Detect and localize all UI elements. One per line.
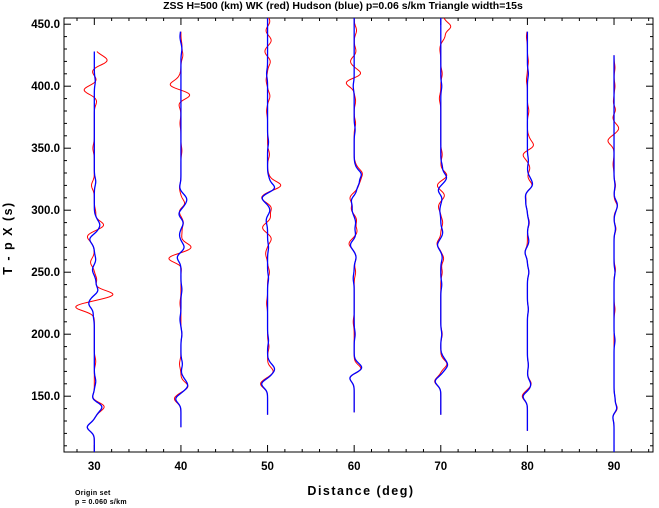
- x-axis: 30 40 50 60 70 80 90: [76, 18, 650, 473]
- x-tick-label: 50: [261, 461, 274, 473]
- chart-title: ZSS H=500 (km) WK (red) Hudson (blue) p=…: [163, 0, 523, 12]
- x-tick-label: 60: [348, 461, 361, 473]
- hudson-trace-90: [612, 55, 618, 452]
- traces: [75, 17, 620, 452]
- wk-trace-90: [607, 55, 620, 452]
- x-tick-label: 70: [434, 461, 447, 473]
- footnote-origin: Origin set: [75, 490, 111, 497]
- y-axis-label: T - p X (s): [1, 201, 15, 274]
- wk-trace-50: [260, 17, 282, 415]
- hudson-trace-80: [522, 31, 534, 431]
- hudson-trace-30: [86, 51, 103, 452]
- y-tick-label: 350.0: [31, 143, 60, 155]
- y-tick-label: 150.0: [31, 391, 60, 403]
- y-tick-label: 450.0: [31, 19, 60, 31]
- plot-frame: [63, 17, 654, 453]
- wk-trace-40: [168, 31, 192, 428]
- footnote-ray-parameter: p = 0.060 s/km: [75, 499, 127, 506]
- hudson-trace-60: [349, 18, 363, 413]
- x-axis-label: Distance (deg): [307, 484, 414, 498]
- x-tick-label: 30: [88, 461, 101, 473]
- y-axis: 150.0 200.0 250.0 300.0 350.0 400.0 450.0: [31, 19, 653, 447]
- hudson-trace-40: [175, 31, 189, 428]
- hudson-trace-70: [434, 18, 449, 415]
- x-tick-label: 80: [521, 461, 534, 473]
- x-tick-label: 40: [175, 461, 188, 473]
- hudson-trace-50: [261, 18, 276, 415]
- x-tick-label: 90: [608, 461, 621, 473]
- y-tick-label: 250.0: [31, 267, 60, 279]
- y-tick-label: 200.0: [31, 329, 60, 341]
- y-tick-label: 400.0: [31, 81, 60, 93]
- y-tick-label: 300.0: [31, 205, 60, 217]
